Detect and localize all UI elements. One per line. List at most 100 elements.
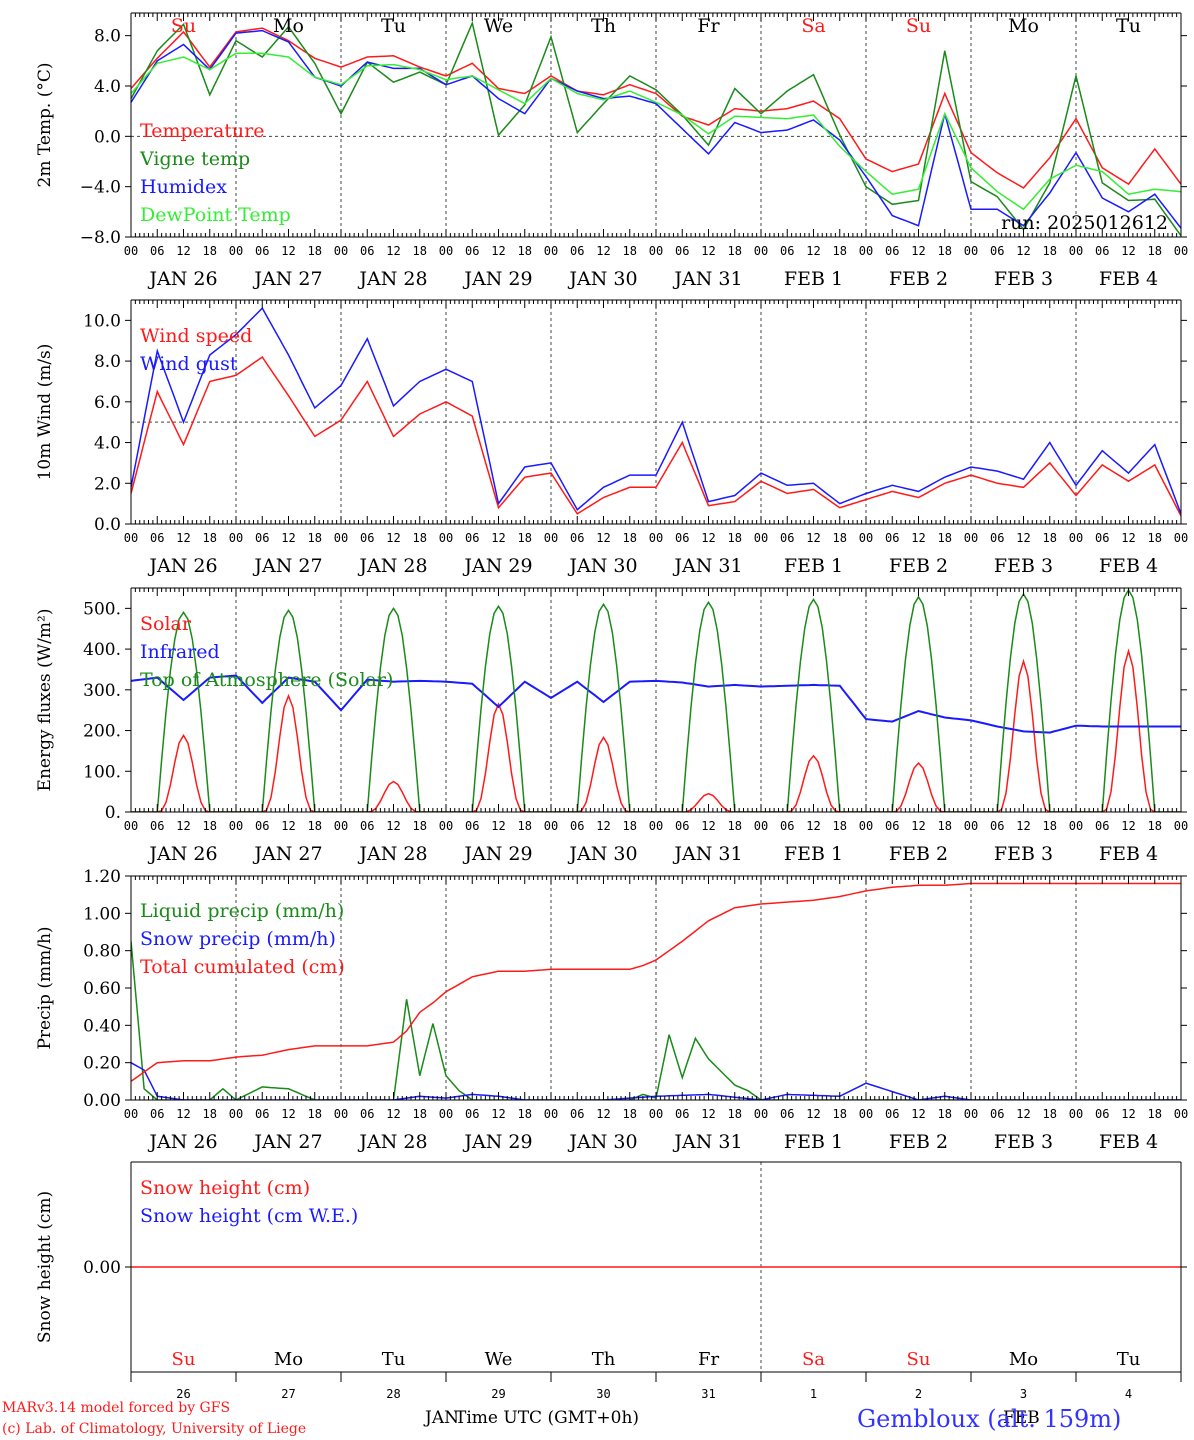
precip-hour-label: 00 — [1174, 1107, 1188, 1121]
energy-hour-label: 18 — [833, 819, 847, 833]
temperature-hour-label: 12 — [176, 244, 190, 258]
temperature-date-label: FEB 3 — [994, 268, 1053, 290]
temperature-hour-label: 18 — [938, 244, 952, 258]
wind-series-group — [131, 306, 1181, 517]
precip-legend-liquid-precip-mm-h-: Liquid precip (mm/h) — [140, 900, 344, 922]
energy-hour-label: 12 — [281, 819, 295, 833]
temperature-series-group — [131, 20, 1181, 237]
energy-date-label: FEB 1 — [784, 843, 843, 865]
wind-hour-label: 00 — [1174, 531, 1188, 545]
temperature-hour-label: 00 — [964, 244, 978, 258]
precip-legend-total-cumulated-cm-: Total cumulated (cm) — [140, 956, 345, 978]
wind-y-tick-label: 10.0 — [83, 311, 121, 331]
temperature-hour-label: 12 — [386, 244, 400, 258]
precip-hour-label: 00 — [754, 1107, 768, 1121]
temperature-date-label: JAN 31 — [672, 268, 742, 290]
precip-hour-label: 12 — [386, 1107, 400, 1121]
temperature-legend-humidex: Humidex — [140, 176, 227, 198]
temperature-hour-label: 18 — [518, 244, 532, 258]
precip-hour-label: 18 — [308, 1107, 322, 1121]
precip-legend-snow-precip-mm-h-: Snow precip (mm/h) — [140, 928, 336, 950]
temperature-hour-label: 06 — [885, 244, 899, 258]
snow-legend-snow-height-cm-w-e-: Snow height (cm W.E.) — [140, 1205, 358, 1227]
temperature-hour-label: 12 — [806, 244, 820, 258]
energy-hour-label: 06 — [360, 819, 374, 833]
temperature-hour-label: 12 — [701, 244, 715, 258]
precip-date-label: FEB 3 — [994, 1131, 1053, 1153]
wind-date-label: FEB 2 — [889, 555, 948, 577]
temperature-hour-label: 06 — [1095, 244, 1109, 258]
energy-hour-label: 06 — [465, 819, 479, 833]
temperature-y-tick-label: −4.0 — [80, 178, 121, 198]
temperature-weekday-label: Fr — [697, 15, 720, 37]
wind-hour-label: 12 — [176, 531, 190, 545]
snow-day-number: 2 — [915, 1387, 922, 1401]
energy-date-label: JAN 28 — [357, 843, 427, 865]
wind-hour-label: 00 — [1069, 531, 1083, 545]
wind-hour-label: 06 — [990, 531, 1004, 545]
wind-hour-label: 12 — [386, 531, 400, 545]
wind-hour-label: 06 — [885, 531, 899, 545]
temperature-weekday-label: Su — [171, 15, 196, 37]
precip-hour-label: 06 — [990, 1107, 1004, 1121]
precip-hour-label: 00 — [439, 1107, 453, 1121]
temperature-weekday-label: Tu — [1116, 15, 1141, 37]
wind-hour-label: 18 — [833, 531, 847, 545]
precip-date-label: JAN 30 — [567, 1131, 637, 1153]
precip-hour-label: 12 — [596, 1107, 610, 1121]
energy-hour-label: 18 — [1043, 819, 1057, 833]
temperature-hour-label: 06 — [360, 244, 374, 258]
energy-hour-label: 00 — [859, 819, 873, 833]
precip-y-tick-label: 1.20 — [83, 867, 121, 887]
wind-hour-label: 12 — [1016, 531, 1030, 545]
precip-hour-label: 00 — [544, 1107, 558, 1121]
snow-weekday-label: Th — [592, 1349, 616, 1370]
energy-hour-label: 06 — [1095, 819, 1109, 833]
precip-date-label: FEB 4 — [1099, 1131, 1158, 1153]
temperature-hour-label: 06 — [570, 244, 584, 258]
energy-hour-label: 00 — [649, 819, 663, 833]
precip-hour-label: 18 — [413, 1107, 427, 1121]
energy-hour-label: 00 — [544, 819, 558, 833]
snow-weekday-label: Sa — [802, 1349, 825, 1370]
wind-hour-label: 06 — [1095, 531, 1109, 545]
energy-hour-label: 06 — [885, 819, 899, 833]
temperature-hour-label: 06 — [675, 244, 689, 258]
precip-hour-label: 18 — [833, 1107, 847, 1121]
wind-y-tick-label: 4.0 — [94, 434, 121, 454]
model-credit: MARv3.14 model forced by GFS — [2, 1400, 230, 1416]
wind-hour-label: 06 — [150, 531, 164, 545]
precip-hour-label: 12 — [491, 1107, 505, 1121]
temperature-weekday-label: Tu — [381, 15, 406, 37]
snow-weekday-label: Mo — [274, 1349, 303, 1370]
temperature-date-label: JAN 29 — [462, 268, 532, 290]
precip-hour-label: 00 — [229, 1107, 243, 1121]
precip-hour-label: 18 — [518, 1107, 532, 1121]
energy-y-tick-label: 100. — [83, 762, 121, 782]
wind-date-label: JAN 28 — [357, 555, 427, 577]
energy-date-label: FEB 2 — [889, 843, 948, 865]
energy-date-label: JAN 29 — [462, 843, 532, 865]
energy-hour-label: 06 — [150, 819, 164, 833]
wind-hour-label: 12 — [491, 531, 505, 545]
precip-hour-label: 06 — [150, 1107, 164, 1121]
wind-date-label: JAN 30 — [567, 555, 637, 577]
energy-hour-label: 12 — [911, 819, 925, 833]
wind-y-tick-label: 8.0 — [94, 352, 121, 372]
energy-y-tick-label: 200. — [83, 722, 121, 742]
temperature-weekday-label: Su — [906, 15, 931, 37]
wind-series-wind-speed — [131, 355, 1181, 517]
precip-y-tick-label: 0.80 — [83, 942, 121, 962]
temperature-hour-label: 00 — [649, 244, 663, 258]
precip-hour-label: 00 — [334, 1107, 348, 1121]
precip-y-tick-label: 0.40 — [83, 1016, 121, 1036]
wind-hour-label: 12 — [701, 531, 715, 545]
wind-date-label: JAN 31 — [672, 555, 742, 577]
energy-hour-label: 12 — [491, 819, 505, 833]
wind-y-tick-label: 0.0 — [94, 515, 121, 535]
snow-day-number: 1 — [810, 1387, 817, 1401]
energy-date-label: JAN 31 — [672, 843, 742, 865]
wind-hour-label: 18 — [203, 531, 217, 545]
temperature-hour-label: 06 — [990, 244, 1004, 258]
wind-hour-label: 12 — [596, 531, 610, 545]
